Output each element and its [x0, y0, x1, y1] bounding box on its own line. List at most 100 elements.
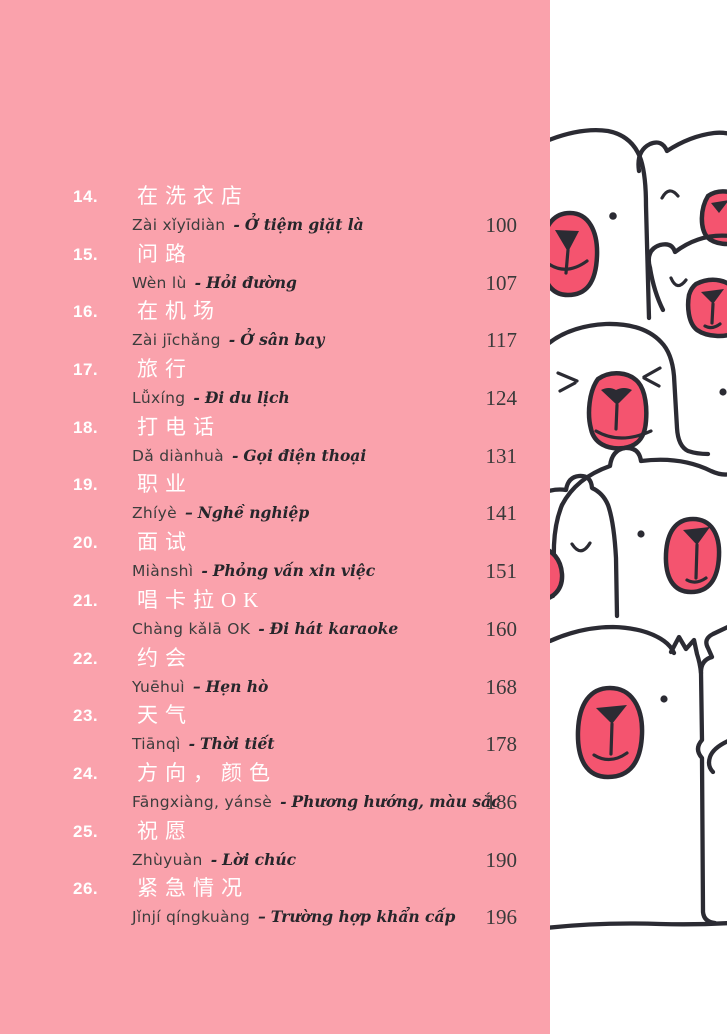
- entry-pinyin: Tiānqì: [132, 735, 181, 754]
- entry-vietnamese: Phỏng vấn xin việc: [212, 561, 376, 581]
- entry-pinyin: Miànshì: [132, 562, 194, 581]
- entry-vietnamese: Đi du lịch: [204, 388, 290, 408]
- entry-number: 18.: [73, 417, 99, 437]
- bear-far-right: [550, 625, 727, 930]
- entry-number: 23.: [73, 706, 99, 726]
- bear-dot-eye: [660, 695, 668, 703]
- entry-detail: Zài xǐyīdiàn - Ở tiệm giặt là: [132, 214, 364, 237]
- entry-vietnamese: Hẹn hò: [205, 676, 269, 696]
- entry-detail: Dǎ diànhuà - Gọi điện thoại: [132, 445, 366, 468]
- entry-page-number: 131: [485, 443, 518, 468]
- bear-snout: [550, 548, 565, 600]
- bear-nose: [711, 200, 727, 213]
- toc-entry: 20. 面试 Miànshì - Phỏng vấn xin việc 151: [0, 529, 550, 587]
- bear-squint-eye: [642, 366, 662, 379]
- entry-dash: -: [233, 215, 240, 234]
- bear-dot-eye: [719, 388, 727, 396]
- bear-squint-eye: [556, 371, 579, 383]
- entry-vietnamese: Ở sân bay: [240, 330, 325, 350]
- entry-number: 24.: [73, 763, 99, 783]
- entry-pinyin: Wèn lù: [132, 273, 187, 292]
- bear-top-right: [636, 130, 727, 247]
- toc-entry: 15. 问路 Wèn lù - Hỏi đường 107: [0, 241, 550, 299]
- entry-pinyin: Jǐnjí qíngkuàng: [132, 908, 251, 927]
- entry-vietnamese: Hỏi đường: [206, 272, 297, 292]
- entry-number: 25.: [73, 821, 99, 841]
- bear-dot-eye: [609, 212, 617, 220]
- bear-bottom: [550, 624, 704, 780]
- entry-number: 20.: [73, 533, 99, 553]
- entry-vietnamese: Đi hát karaoke: [269, 618, 399, 638]
- entry-chinese-title: 面试: [137, 530, 193, 555]
- entry-chinese-title: 紧急情况: [137, 876, 249, 901]
- entry-pinyin: Zài xǐyīdiàn: [132, 216, 226, 234]
- bear-squint: [550, 321, 727, 457]
- bear-nose: [596, 705, 627, 724]
- bear-lower-left: [550, 473, 620, 619]
- entry-chinese-title: 问路: [137, 241, 193, 266]
- entry-detail: Zhùyuàn - Lời chúc: [132, 849, 296, 872]
- bear-top-left: [550, 128, 652, 321]
- toc-entry: 26. 紧急情况 Jǐnjí qíngkuàng – Trường hợp khẩn…: [0, 875, 550, 933]
- entry-pinyin: Chàng kǎlā OK: [132, 619, 251, 638]
- bear-center: [550, 445, 727, 599]
- entry-number: 15.: [73, 244, 99, 264]
- entry-page-number: 124: [485, 386, 518, 411]
- entry-dash: –: [192, 676, 201, 696]
- toc-entry: 22. 约会 Yuēhuì – Hẹn hò 168: [0, 645, 550, 703]
- bear-doodle-illustration: [550, 0, 727, 1034]
- entry-detail: Yuēhuì – Hẹn hò: [132, 676, 268, 699]
- bear-ear: [695, 625, 727, 926]
- bear-nose: [701, 289, 724, 304]
- toc-entry: 16. 在机场 Zài jīchǎng - Ở sân bay 117: [0, 298, 550, 356]
- bear-snout: [550, 210, 600, 298]
- entry-dash: -: [210, 849, 218, 869]
- entry-chinese-title: 在洗衣店: [137, 184, 249, 208]
- entry-chinese-title: 约会: [137, 645, 193, 670]
- ground-line: [550, 921, 727, 930]
- toc-list: 14. 在洗衣店 Zài xǐyīdiàn - Ở tiệm giặt là 100…: [0, 183, 550, 933]
- entry-dash: -: [194, 272, 202, 292]
- entry-page-number: 100: [485, 213, 518, 237]
- entry-pinyin: Lǚxíng: [132, 389, 186, 408]
- entry-detail: Tiānqì - Thời tiết: [132, 733, 275, 756]
- toc-entry: 21. 唱卡拉OK Chàng kǎlā OK - Đi hát karaoke 1…: [0, 587, 550, 645]
- bear-nose: [683, 527, 710, 545]
- toc-entry: 19. 职业 Zhíyè – Nghề nghiệp 141: [0, 471, 550, 529]
- bear-closed-eye: [570, 541, 592, 553]
- pink-background-panel: [0, 0, 550, 1034]
- toc-entry: 14. 在洗衣店 Zài xǐyīdiàn - Ở tiệm giặt là 100: [0, 183, 550, 241]
- entry-chinese-title: 天气: [137, 703, 193, 728]
- toc-entry: 18. 打电话 Dǎ diànhuà - Gọi điện thoại 131: [0, 414, 550, 472]
- entry-detail: Zhíyè – Nghề nghiệp: [132, 502, 309, 525]
- bear-snout: [663, 516, 722, 595]
- entry-dash: –: [184, 503, 193, 523]
- entry-vietnamese: Phương hướng, màu sắc: [291, 791, 501, 811]
- entry-vietnamese: Trường hợp khẩn cấp: [270, 907, 456, 927]
- bear-snout: [575, 685, 645, 780]
- entry-pinyin: Zhíyè: [132, 504, 177, 523]
- entry-dash: -: [188, 734, 196, 754]
- entry-pinyin: Dǎ diànhuà: [132, 446, 224, 465]
- toc-entry: 24. 方向，颜色 Fāngxiàng, yánsè - Phương hướng,…: [0, 760, 550, 818]
- entry-dash: -: [280, 791, 287, 811]
- entry-dash: -: [201, 561, 208, 581]
- entry-vietnamese: Ở tiệm giặt là: [244, 215, 364, 234]
- entry-detail: Chàng kǎlā OK - Đi hát karaoke: [132, 618, 398, 641]
- entry-dash: -: [258, 618, 265, 638]
- bear-ear: [668, 634, 704, 676]
- entry-pinyin: Zhùyuàn: [132, 850, 203, 869]
- toc-entry: 25. 祝愿 Zhùyuàn - Lời chúc 190: [0, 818, 550, 876]
- entry-number: 19.: [73, 475, 99, 495]
- entry-vietnamese: Thời tiết: [200, 734, 275, 754]
- entry-pinyin: Fāngxiàng, yánsè: [132, 792, 273, 811]
- entry-chinese-title: 打电话: [137, 414, 221, 439]
- entry-page-number: 190: [485, 847, 518, 872]
- entry-chinese-title: 方向，颜色: [137, 760, 277, 785]
- entry-number: 21.: [73, 590, 99, 610]
- entry-pinyin: Yuēhuì: [132, 677, 185, 696]
- bear-dot-eye: [637, 530, 645, 538]
- entry-number: 14.: [73, 187, 99, 206]
- entry-detail: Wèn lù - Hỏi đường: [132, 272, 297, 295]
